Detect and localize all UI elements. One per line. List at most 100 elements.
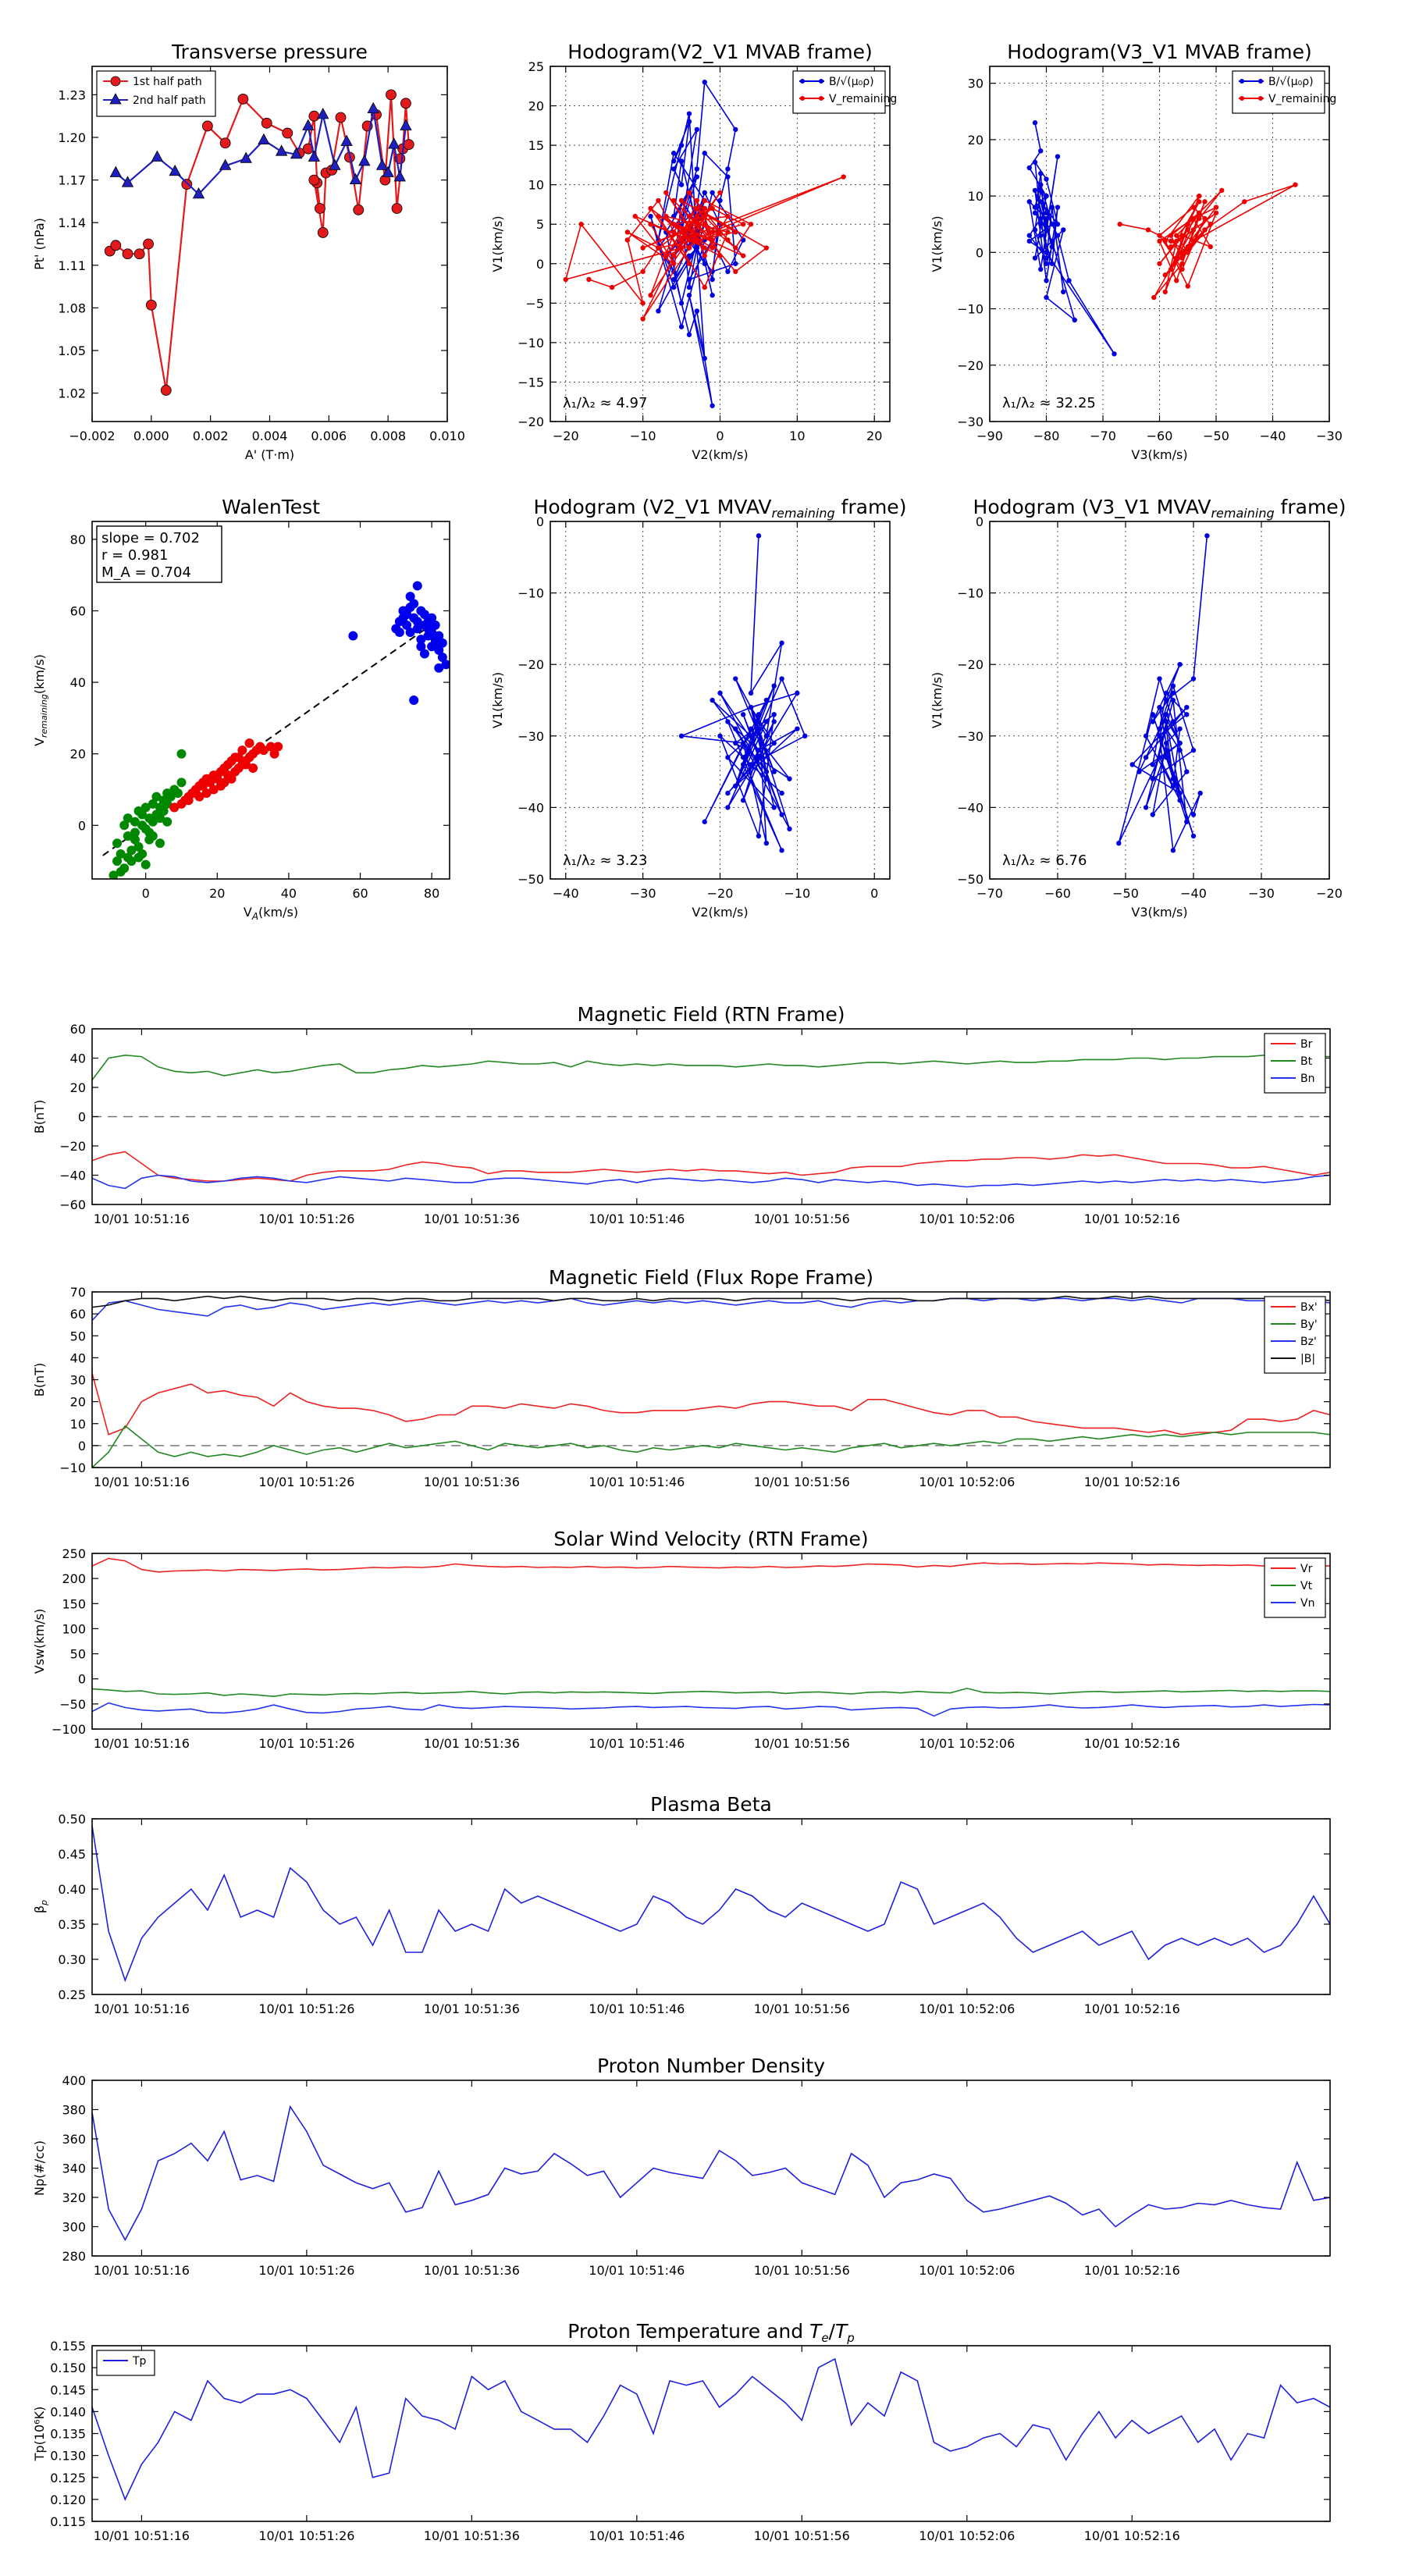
y-tick-label: 0	[976, 245, 984, 260]
data-point	[183, 795, 194, 806]
data-point	[1150, 762, 1156, 767]
data-point	[405, 627, 415, 637]
data-point	[710, 205, 715, 212]
y-tick-label: −10	[518, 336, 544, 350]
plot-area	[678, 533, 808, 853]
y-tick-label: 400	[62, 2073, 86, 2088]
x-tick-label: −80	[1033, 429, 1060, 443]
x-tick-label: −10	[784, 886, 810, 901]
data-point	[725, 237, 731, 243]
y-tick-label: −50	[59, 1697, 86, 1712]
plot-area	[1116, 533, 1210, 853]
y-tick-label: −30	[957, 729, 984, 744]
data-point	[329, 158, 341, 170]
data-point	[144, 827, 155, 838]
x-axis-label: V3(km/s)	[1131, 905, 1187, 920]
data-point	[219, 137, 231, 149]
x-tick-label: 10/01 10:51:26	[258, 2263, 354, 2278]
data-point	[197, 781, 208, 791]
data-point	[1170, 776, 1176, 781]
x-tick-label: 10/01 10:51:36	[424, 2001, 520, 2016]
data-point	[678, 197, 685, 204]
data-point	[1190, 205, 1197, 210]
x-tick-label: −40	[1260, 429, 1286, 443]
y-tick-label: 10	[70, 1417, 86, 1432]
y-tick-label: 100	[62, 1621, 86, 1636]
chart-title: Hodogram (V2_V1 MVAVremaining frame)	[534, 496, 907, 521]
x-tick-label: 10/01 10:52:06	[919, 1736, 1015, 1751]
data-point	[702, 253, 707, 258]
data-point	[1197, 193, 1202, 199]
legend-label: Bz'	[1300, 1336, 1317, 1348]
data-point	[733, 676, 738, 681]
data-point	[725, 805, 731, 810]
y-tick-label: −100	[52, 1722, 86, 1737]
series-line-Br	[92, 1151, 1330, 1182]
data-point	[1157, 733, 1162, 738]
data-point	[1170, 683, 1176, 688]
data-point	[678, 158, 685, 164]
x-axis-label: A' (T·m)	[245, 447, 294, 462]
chart-title: Magnetic Field (RTN Frame)	[578, 1003, 845, 1026]
y-axis-label: B(nT)	[32, 1363, 47, 1397]
data-point	[694, 213, 700, 219]
x-tick-label: −30	[1248, 886, 1275, 901]
data-point	[240, 151, 252, 163]
data-point	[1072, 317, 1077, 323]
series-line-Bx-	[92, 1372, 1330, 1436]
y-tick-label: 0	[78, 1439, 86, 1453]
data-point	[140, 859, 151, 870]
series-line-V1	[1118, 535, 1208, 853]
y-tick-label: −10	[59, 1461, 86, 1475]
data-point	[1157, 261, 1162, 266]
data-point	[1213, 205, 1219, 210]
chart-title: Proton Temperature and Te/Tp	[567, 2320, 855, 2345]
data-point	[771, 719, 777, 724]
x-tick-label: 10/01 10:51:36	[424, 1475, 520, 1489]
y-axis-label: B(nT)	[32, 1100, 47, 1133]
data-point	[402, 606, 412, 616]
data-point	[169, 164, 181, 176]
data-point	[126, 845, 137, 856]
data-point	[109, 165, 123, 177]
data-point	[1143, 733, 1149, 738]
x-tick-label: 10/01 10:51:46	[589, 2263, 685, 2278]
x-tick-label: 10/01 10:52:16	[1084, 2001, 1180, 2016]
data-point	[678, 182, 685, 187]
x-tick-label: 0	[716, 429, 724, 443]
legend-box	[792, 70, 886, 114]
data-point	[1150, 719, 1156, 724]
data-point	[181, 179, 193, 190]
data-point	[151, 792, 162, 802]
data-point	[1174, 278, 1179, 283]
data-point	[1242, 199, 1247, 205]
series-line-By-	[92, 1425, 1330, 1468]
data-point	[1116, 841, 1122, 846]
x-tick-label: 10/01 10:52:06	[919, 2263, 1015, 2278]
data-point	[748, 726, 754, 731]
data-point	[640, 316, 646, 322]
data-point	[148, 817, 158, 827]
plot-frame	[91, 1818, 1331, 1995]
x-tick-label: 80	[424, 886, 439, 901]
data-point	[1157, 238, 1162, 244]
data-point	[148, 799, 158, 809]
x-tick-label: −30	[1316, 429, 1343, 443]
data-point	[670, 158, 677, 164]
data-point	[779, 640, 784, 646]
data-point	[756, 712, 762, 717]
data-point	[1157, 233, 1162, 238]
data-point	[160, 385, 172, 396]
data-point	[710, 229, 715, 235]
y-tick-label: 0.50	[58, 1812, 86, 1827]
x-tick-label: 10/01 10:51:26	[258, 1475, 354, 1489]
x-axis-label: V3(km/s)	[1131, 447, 1187, 462]
data-point	[205, 774, 215, 784]
data-point	[1049, 222, 1055, 227]
data-point	[694, 126, 700, 133]
plot-area	[92, 1295, 1330, 1468]
data-point	[1061, 227, 1066, 233]
data-point	[1055, 205, 1061, 210]
data-point	[269, 749, 279, 759]
data-point	[173, 788, 183, 799]
